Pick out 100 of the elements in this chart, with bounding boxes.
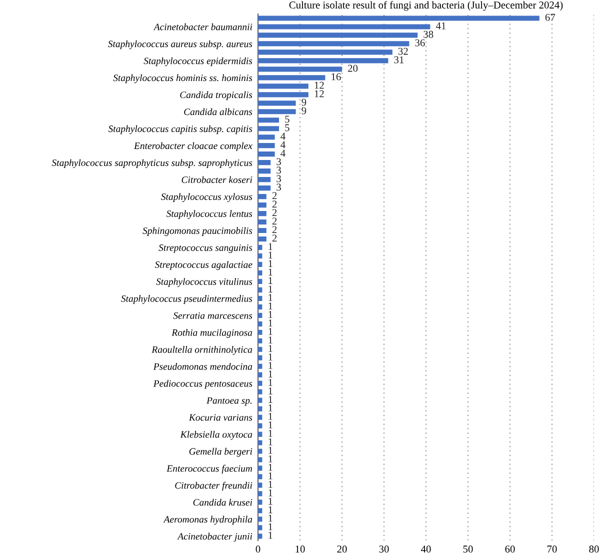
bar xyxy=(258,202,266,208)
data-label: 4 xyxy=(280,141,286,148)
data-label: 1 xyxy=(268,302,272,310)
y-tick-label: Staphylococcus vitulinus xyxy=(156,278,252,287)
data-label: 1 xyxy=(268,353,272,360)
bar xyxy=(258,346,262,352)
data-label: 1 xyxy=(268,336,272,344)
data-label: 1 xyxy=(268,311,272,318)
bar xyxy=(258,210,266,216)
data-label: 2 xyxy=(272,226,277,234)
bar xyxy=(258,92,308,98)
bar xyxy=(258,321,262,326)
bar xyxy=(258,278,262,284)
data-label: 1 xyxy=(268,446,272,454)
x-tick-label: 70 xyxy=(547,546,557,553)
y-tick-label: Acinetobacter baumannii xyxy=(153,23,252,30)
y-tick-label: Pseudomonas mendocina xyxy=(153,362,252,370)
data-label: 1 xyxy=(268,286,272,292)
data-label: 1 xyxy=(268,523,272,530)
bar xyxy=(258,338,262,344)
y-tick-label: Staphylococcus pseudintermedius xyxy=(121,295,252,304)
data-label: 1 xyxy=(268,277,272,284)
y-tick-label: Sphingomonas paucimobilis xyxy=(142,227,252,236)
data-label: 1 xyxy=(268,514,272,522)
data-label: 2 xyxy=(272,192,277,200)
bar xyxy=(258,270,262,276)
data-label: 38 xyxy=(424,30,434,38)
data-label: 41 xyxy=(436,22,446,30)
data-label: 1 xyxy=(268,294,272,301)
bar xyxy=(258,457,262,462)
data-label: 1 xyxy=(268,489,272,496)
x-tick-label: 80 xyxy=(589,546,599,553)
bar xyxy=(258,24,430,30)
data-label: 1 xyxy=(268,404,272,412)
y-tick-label: Staphylococcus aureus subsp. aureus xyxy=(108,40,252,50)
y-tick-label: Enterobacter cloacae complex xyxy=(134,142,252,152)
x-tick-label: 20 xyxy=(337,546,347,553)
bar xyxy=(258,355,262,360)
bar xyxy=(258,423,262,428)
bar xyxy=(258,296,262,301)
bar xyxy=(258,160,271,166)
x-tick-label: 10 xyxy=(296,546,305,553)
bar xyxy=(258,16,540,21)
bar xyxy=(258,516,262,522)
data-label: 36 xyxy=(415,39,425,46)
data-label: 1 xyxy=(268,378,272,386)
data-label: 1 xyxy=(268,498,272,505)
bar xyxy=(258,186,271,191)
y-tick-label: Aeromonas hydrophila xyxy=(163,516,252,525)
y-tick-label: Staphylococcus epidermidis xyxy=(144,57,252,66)
data-label: 1 xyxy=(268,430,272,437)
bar xyxy=(258,194,266,200)
bar xyxy=(258,50,392,55)
data-label: 3 xyxy=(276,175,281,182)
bar xyxy=(258,228,266,234)
bar xyxy=(258,32,418,38)
bar xyxy=(258,491,262,496)
y-tick-label: Gemella bergeri xyxy=(189,448,252,457)
bar xyxy=(258,474,262,480)
y-tick-label: Candida tropicalis xyxy=(180,91,252,100)
data-label: 4 xyxy=(280,150,286,157)
data-label: 16 xyxy=(332,73,341,80)
data-label: 9 xyxy=(302,107,306,114)
bar xyxy=(258,389,262,394)
bar xyxy=(258,168,271,174)
data-label: 1 xyxy=(268,344,272,352)
data-label: 1 xyxy=(268,320,272,326)
data-label: 3 xyxy=(276,184,281,191)
bar xyxy=(258,66,342,72)
y-tick-label: Pantoea sp. xyxy=(206,397,252,406)
data-label: 1 xyxy=(268,464,272,471)
data-label: 1 xyxy=(268,472,272,480)
bar xyxy=(258,406,262,412)
bar xyxy=(258,482,262,488)
y-tick-label: Candida albicans xyxy=(184,108,252,116)
data-label: 1 xyxy=(268,421,272,428)
bar xyxy=(258,312,262,318)
x-tick-label: 50 xyxy=(463,546,473,553)
bar xyxy=(258,41,410,46)
data-label: 3 xyxy=(276,166,281,174)
y-tick-label: Raoultella ornithinolytica xyxy=(152,346,252,355)
bar xyxy=(258,134,275,140)
y-tick-label: Klebsiella oxytoca xyxy=(180,430,252,440)
x-tick-label: 30 xyxy=(379,546,389,553)
data-label: 1 xyxy=(268,412,272,420)
data-label: 1 xyxy=(268,387,272,394)
y-tick-label: Rothia mucilaginosa xyxy=(172,329,252,338)
y-tick-label: Staphylococcus saprophyticus subsp. saprophyticus xyxy=(52,159,252,168)
bar xyxy=(258,398,262,403)
bar xyxy=(258,508,262,514)
x-tick-label: 40 xyxy=(420,546,431,553)
data-label: 20 xyxy=(348,64,358,72)
data-label: 1 xyxy=(268,362,272,369)
bar xyxy=(258,75,326,80)
data-label: 2 xyxy=(272,234,277,242)
data-label: 31 xyxy=(394,56,404,64)
bar xyxy=(258,177,271,182)
bar xyxy=(258,58,388,64)
bar xyxy=(258,432,262,437)
y-tick-label: Staphylococcus hominis ss. hominis xyxy=(113,74,252,84)
